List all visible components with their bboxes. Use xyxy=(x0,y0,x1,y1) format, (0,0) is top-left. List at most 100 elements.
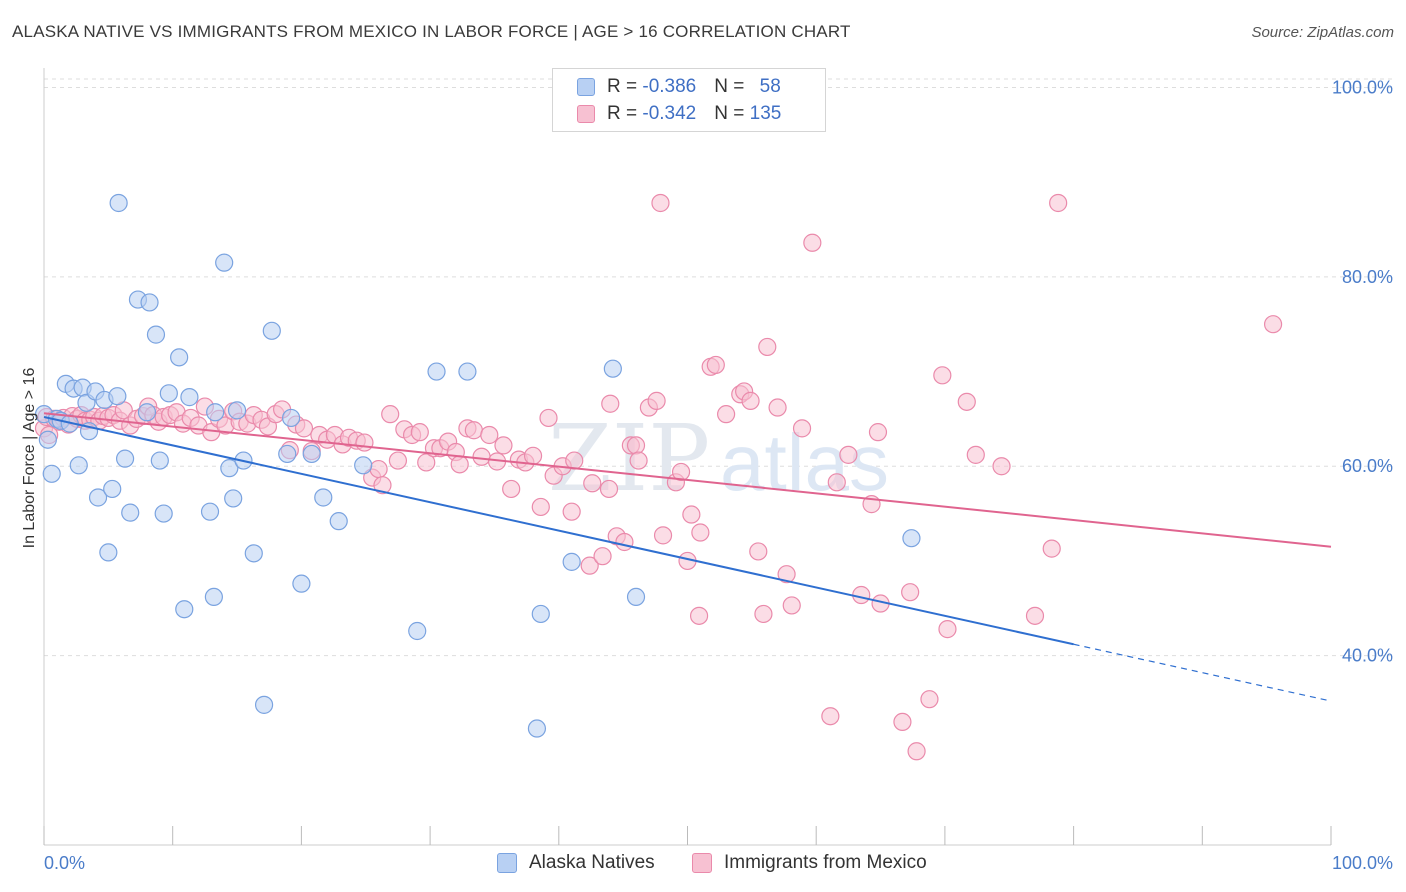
data-point xyxy=(777,565,796,584)
data-point xyxy=(1263,315,1283,334)
data-point xyxy=(224,489,243,508)
data-point xyxy=(292,574,311,593)
series-label: Alaska Natives xyxy=(529,852,655,873)
data-point xyxy=(170,348,189,367)
data-point xyxy=(220,459,239,478)
legend-r-value: -0.386 xyxy=(642,76,697,97)
legend-swatch-pink xyxy=(577,105,595,123)
data-point xyxy=(583,474,602,493)
data-point xyxy=(472,447,491,466)
data-point xyxy=(99,543,118,562)
data-point xyxy=(175,600,194,619)
data-point xyxy=(227,401,247,420)
data-point xyxy=(180,388,199,407)
correlation-legend: R = -0.386 N = 58 R = -0.342 N = 135 xyxy=(552,68,826,132)
y-tick-label: 80.0% xyxy=(1342,267,1393,287)
data-point xyxy=(527,719,547,738)
data-point xyxy=(839,445,858,464)
data-point xyxy=(88,488,108,507)
data-point xyxy=(502,479,521,499)
data-point xyxy=(355,433,374,452)
trend-lines xyxy=(43,412,1332,702)
data-point xyxy=(601,394,620,413)
data-point xyxy=(615,532,634,552)
data-point xyxy=(651,193,670,213)
data-point xyxy=(531,497,550,517)
data-point xyxy=(329,512,348,531)
series-legend-immigrants-from-mexico: Immigrants from Mexico xyxy=(692,852,927,874)
data-point xyxy=(159,384,178,403)
data-point xyxy=(626,587,646,607)
alaska-natives-points xyxy=(34,193,921,738)
series-legend-alaska-natives: Alaska Natives xyxy=(497,852,655,874)
data-point xyxy=(562,502,581,521)
legend-n-label: N = xyxy=(714,76,750,97)
y-tick-label: 60.0% xyxy=(1342,456,1393,476)
chart-title: ALASKA NATIVE VS IMMIGRANTS FROM MEXICO … xyxy=(12,22,851,41)
data-point xyxy=(282,408,301,428)
data-point xyxy=(792,419,812,438)
data-point xyxy=(741,391,760,410)
data-point xyxy=(580,556,599,575)
data-point xyxy=(902,529,921,548)
data-point xyxy=(966,445,985,464)
legend-row-immigrants-from-mexico: R = -0.342 N = 135 xyxy=(577,102,781,126)
data-point xyxy=(593,547,612,566)
data-point xyxy=(603,359,622,378)
data-point xyxy=(294,419,314,438)
series-legend: Alaska Natives Immigrants from Mexico xyxy=(0,852,1406,878)
data-point xyxy=(108,387,127,406)
watermark: ZIP atlas xyxy=(548,405,889,512)
data-point xyxy=(140,293,159,312)
data-point xyxy=(480,425,499,445)
data-point xyxy=(671,462,691,482)
data-point xyxy=(408,621,427,641)
data-point xyxy=(852,585,871,605)
data-point xyxy=(626,436,646,455)
trend-line-alaska-natives-extrapolated xyxy=(1073,643,1332,702)
data-point xyxy=(464,421,483,440)
data-point xyxy=(206,403,225,422)
legend-swatch-blue xyxy=(577,78,595,96)
data-point xyxy=(154,504,173,523)
data-point xyxy=(539,408,558,428)
data-point xyxy=(150,451,169,470)
data-point xyxy=(381,405,400,424)
data-point xyxy=(821,707,840,726)
data-point xyxy=(523,446,543,465)
data-point xyxy=(758,337,777,357)
data-point xyxy=(450,455,469,474)
data-point xyxy=(146,325,166,344)
data-point xyxy=(200,502,220,521)
data-point xyxy=(417,453,436,472)
data-point xyxy=(689,606,709,625)
legend-n-value: 135 xyxy=(749,103,782,124)
data-point xyxy=(682,505,701,524)
data-point xyxy=(901,583,920,602)
source-credit: Source: ZipAtlas.com xyxy=(1251,24,1394,41)
data-point xyxy=(69,456,88,475)
data-point xyxy=(717,405,736,424)
legend-n-value: 58 xyxy=(759,76,781,97)
data-point xyxy=(920,690,939,709)
data-point xyxy=(388,451,408,470)
data-point xyxy=(121,503,140,522)
data-point xyxy=(933,366,952,385)
data-point xyxy=(768,398,787,417)
data-point xyxy=(369,459,388,479)
data-point xyxy=(1025,606,1045,625)
series-swatch-blue xyxy=(497,853,517,873)
data-point xyxy=(314,488,333,507)
data-point xyxy=(262,321,281,340)
data-point xyxy=(827,473,846,492)
data-point xyxy=(254,695,274,714)
data-point xyxy=(354,456,373,475)
data-point xyxy=(137,403,157,422)
data-point xyxy=(531,604,550,624)
data-point xyxy=(562,552,581,571)
data-point xyxy=(893,712,912,732)
data-point xyxy=(115,449,135,468)
data-point xyxy=(494,436,513,455)
y-axis-title: In Labor Force | Age > 16 xyxy=(21,368,38,549)
